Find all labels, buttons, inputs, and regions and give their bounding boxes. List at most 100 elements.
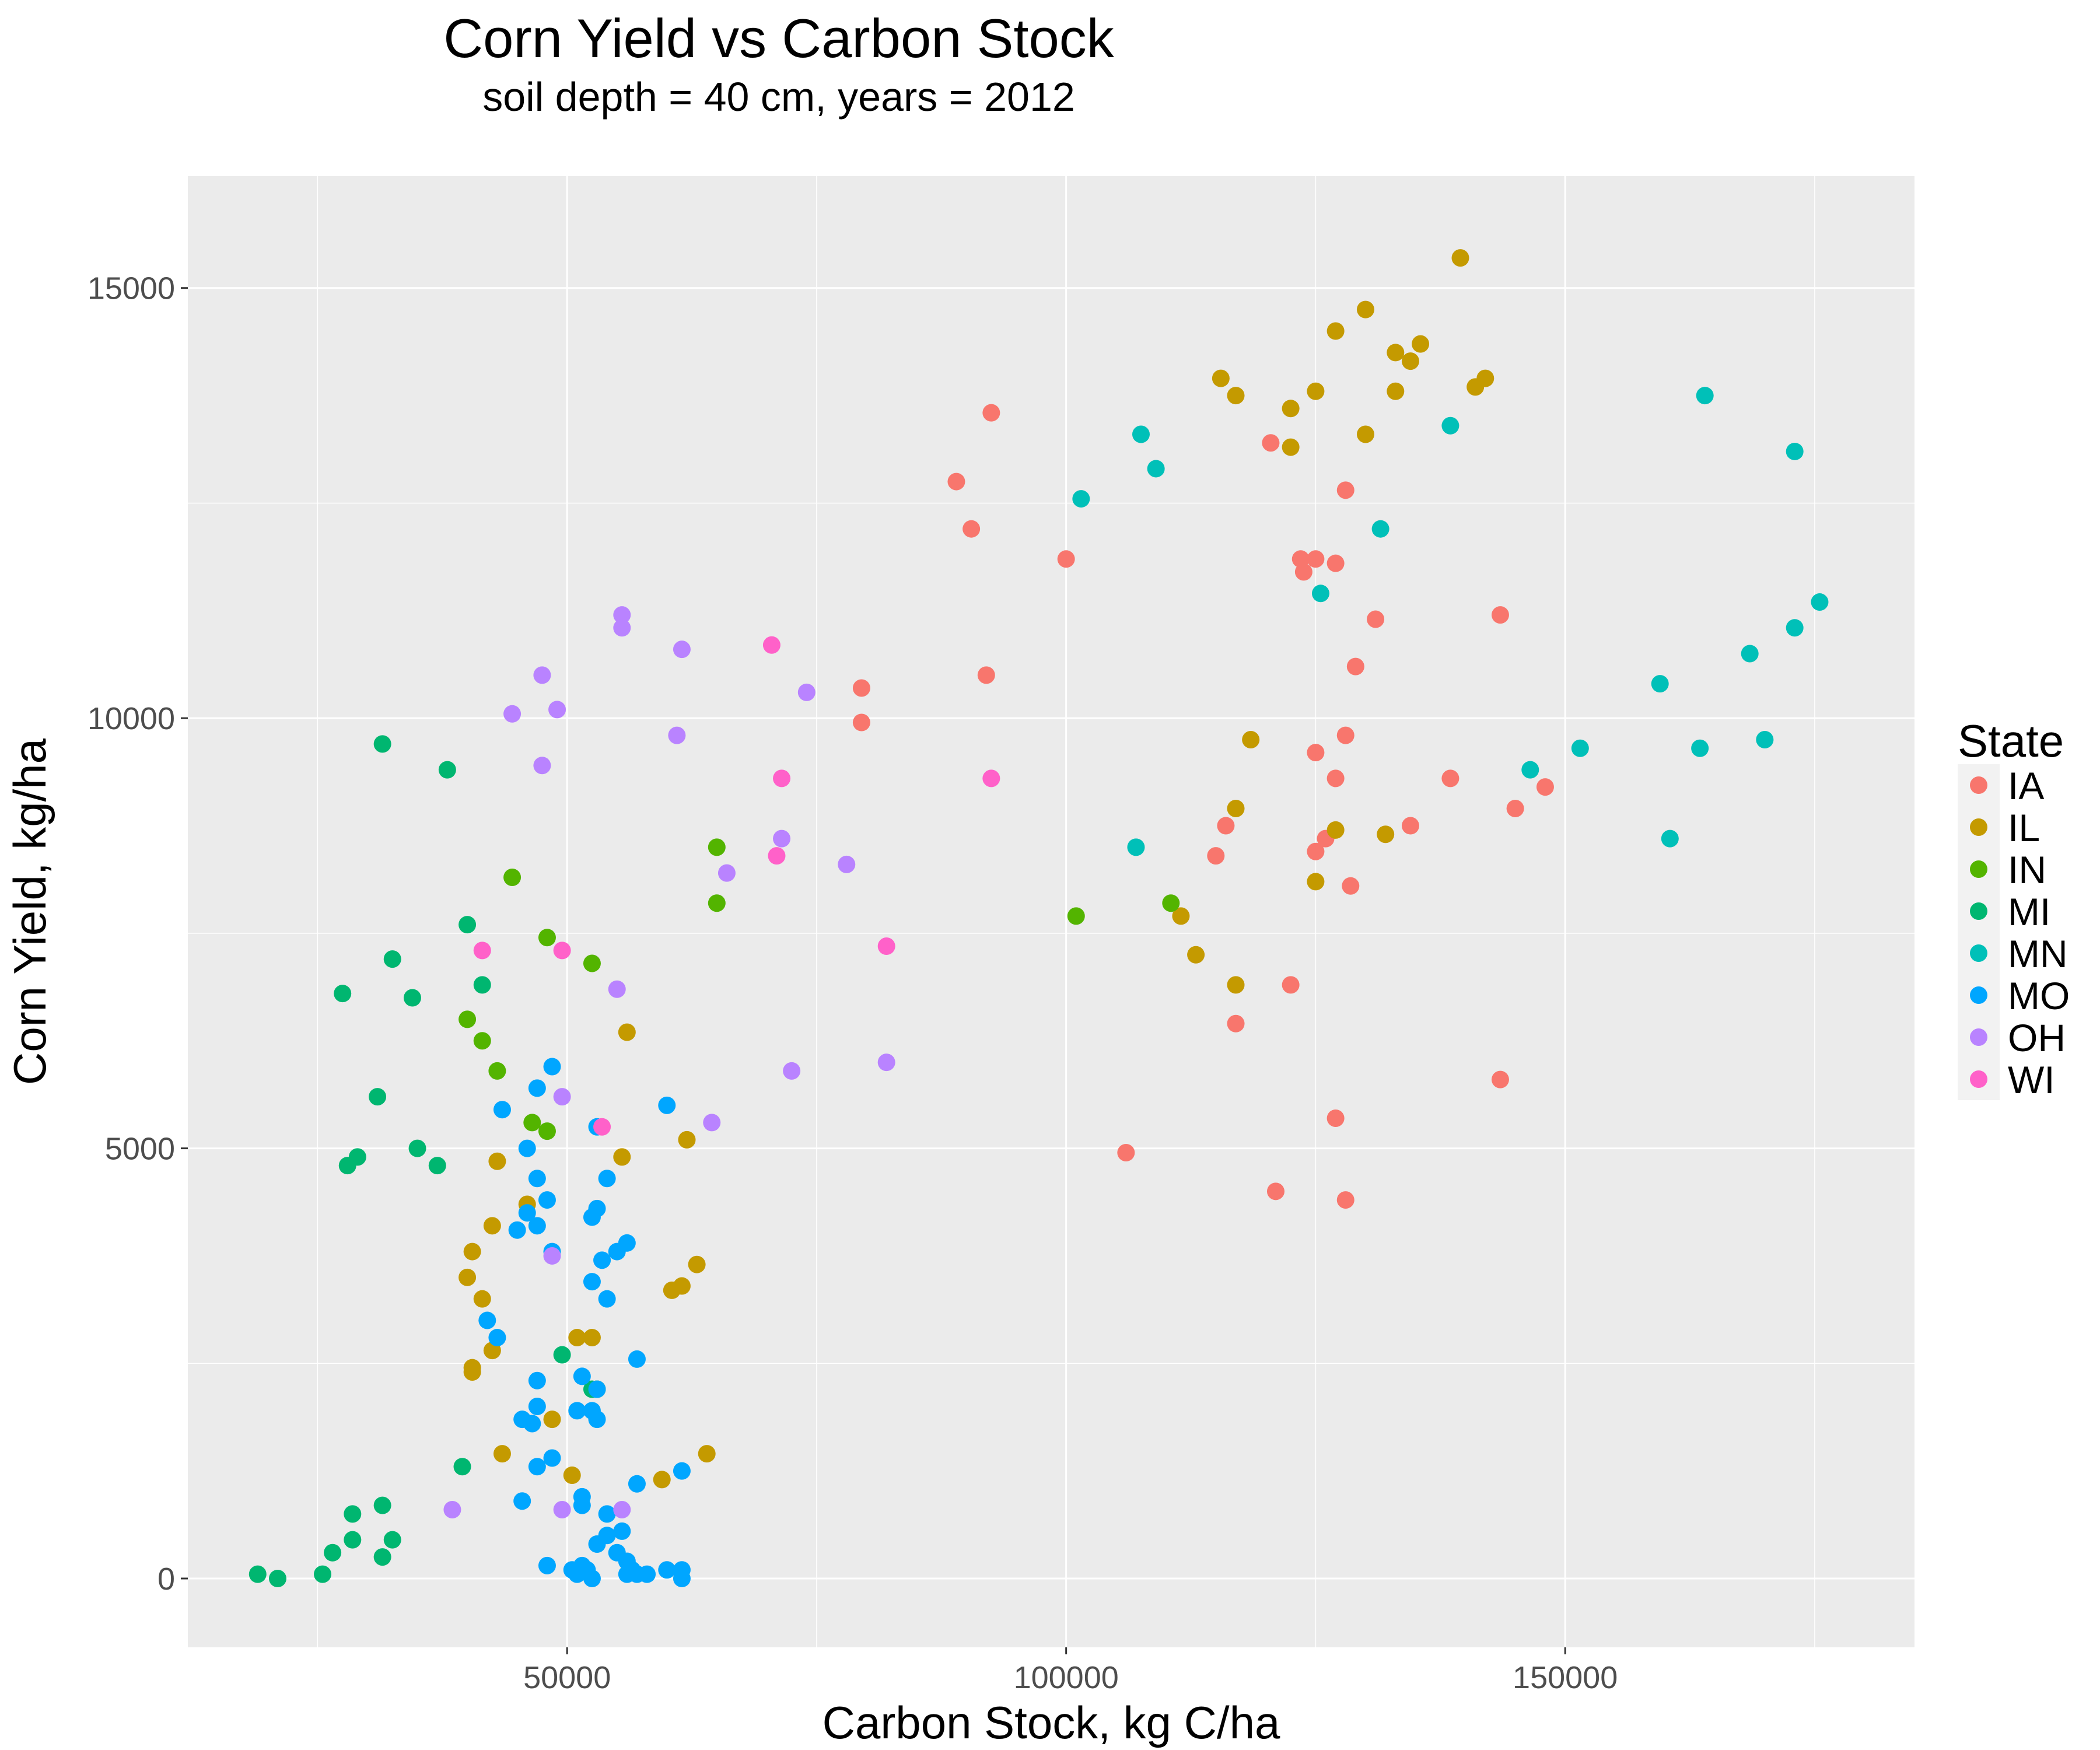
data-point-il — [1356, 300, 1374, 318]
data-point-oh — [718, 864, 736, 882]
data-point-mo — [488, 1329, 506, 1347]
data-point-ia — [1282, 976, 1300, 994]
legend-key-mn — [1970, 944, 1987, 962]
data-point-ia — [1326, 769, 1345, 788]
data-point-mo — [673, 1462, 691, 1480]
data-point-il — [568, 1329, 586, 1347]
data-point-mi — [373, 1548, 391, 1566]
data-point-ia — [1491, 1070, 1509, 1088]
data-point-mn — [1786, 619, 1804, 637]
data-point-mo — [538, 1556, 556, 1574]
data-point-mi — [383, 1531, 401, 1549]
data-point-ia — [977, 666, 995, 684]
data-point-mn — [1741, 645, 1759, 663]
data-point-mn — [1811, 593, 1829, 611]
data-point-oh — [668, 726, 686, 744]
data-point-ia — [1491, 606, 1509, 624]
data-point-ia — [1342, 877, 1360, 895]
data-point-wi — [553, 942, 571, 960]
data-point-ia — [1262, 434, 1280, 452]
data-point-mi — [408, 1139, 426, 1157]
data-point-mo — [583, 1273, 601, 1291]
data-point-il — [618, 1023, 636, 1041]
legend-label-mn: MN — [2008, 932, 2068, 975]
legend-key-in — [1970, 860, 1987, 878]
data-point-il — [1282, 400, 1300, 418]
data-point-il — [1387, 382, 1405, 400]
data-point-mo — [628, 1475, 646, 1493]
data-point-il — [1377, 825, 1395, 844]
data-point-mo — [518, 1204, 536, 1222]
data-point-il — [1227, 976, 1245, 994]
data-point-in — [538, 1122, 556, 1140]
y-axis-title: Corn Yield, kg/ha — [4, 738, 55, 1085]
data-point-mo — [478, 1311, 496, 1329]
data-point-ia — [1217, 817, 1235, 835]
data-point-mn — [1571, 739, 1589, 757]
legend-key-mi — [1970, 902, 1987, 920]
data-point-oh — [503, 705, 522, 723]
data-point-il — [488, 1152, 506, 1170]
data-point-mo — [638, 1565, 656, 1583]
data-point-in — [503, 869, 522, 887]
data-point-il — [473, 1290, 491, 1308]
data-point-oh — [613, 1501, 631, 1519]
data-point-mo — [568, 1402, 586, 1420]
data-point-il — [678, 1130, 696, 1149]
data-point-ia — [852, 713, 870, 732]
data-point-oh — [877, 1054, 895, 1072]
data-point-mo — [598, 1290, 616, 1308]
data-point-il — [1227, 387, 1245, 405]
data-point-mi — [373, 1496, 391, 1514]
data-point-ia — [1536, 778, 1554, 796]
data-point-mo — [658, 1096, 676, 1114]
data-point-il — [1412, 335, 1430, 353]
data-point-mo — [508, 1221, 526, 1239]
legend-key-wi — [1970, 1070, 1987, 1088]
data-point-mi — [383, 950, 401, 968]
data-point-mn — [1651, 675, 1669, 693]
data-point-il — [1401, 352, 1419, 370]
legend-label-in: IN — [2008, 848, 2046, 891]
data-point-oh — [533, 757, 551, 775]
data-point-ia — [1266, 1182, 1284, 1200]
data-point-mn — [1132, 425, 1150, 443]
data-point-mo — [518, 1139, 536, 1157]
data-point-mo — [528, 1170, 546, 1188]
data-point-in — [708, 838, 726, 856]
y-tick-label: 0 — [158, 1562, 175, 1597]
data-point-il — [1326, 821, 1345, 839]
data-point-il — [698, 1445, 716, 1463]
data-point-mi — [249, 1565, 267, 1583]
data-point-il — [459, 1268, 477, 1286]
data-point-il — [1387, 344, 1405, 362]
data-point-oh — [443, 1501, 461, 1519]
data-point-mo — [628, 1350, 646, 1368]
data-point-il — [463, 1363, 481, 1381]
data-point-mo — [588, 1535, 606, 1553]
data-point-in — [473, 1032, 491, 1050]
data-point-mo — [598, 1170, 616, 1188]
data-point-ia — [852, 679, 870, 697]
data-point-mi — [369, 1088, 387, 1106]
data-point-in — [708, 894, 726, 912]
legend-label-mo: MO — [2008, 974, 2070, 1017]
data-point-mn — [1371, 520, 1390, 538]
y-axis-ticks: 0 5000 10000 15000 — [88, 271, 188, 1597]
data-point-mn — [1311, 584, 1329, 603]
data-points — [249, 249, 1829, 1588]
data-point-mo — [528, 1217, 546, 1235]
data-point-mn — [1661, 830, 1679, 848]
data-point-ia — [1336, 1191, 1354, 1209]
data-point-mn — [1072, 490, 1090, 508]
data-point-mi — [334, 985, 352, 1003]
data-point-mo — [568, 1565, 586, 1583]
data-point-wi — [773, 769, 791, 788]
data-point-mo — [583, 1208, 601, 1226]
data-point-mo — [528, 1079, 546, 1097]
data-point-il — [563, 1466, 581, 1485]
data-point-il — [613, 1148, 631, 1166]
data-point-in — [1162, 894, 1180, 912]
legend-key-il — [1970, 818, 1987, 836]
